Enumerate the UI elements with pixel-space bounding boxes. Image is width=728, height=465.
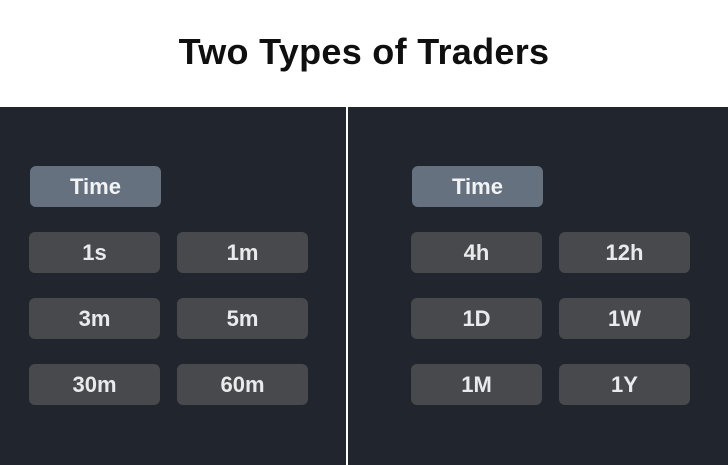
left-interval-button-60m[interactable]: 60m bbox=[177, 364, 308, 405]
left-panel bbox=[0, 107, 346, 465]
left-interval-button-3m[interactable]: 3m bbox=[29, 298, 160, 339]
right-interval-button-1w[interactable]: 1W bbox=[559, 298, 690, 339]
left-time-button[interactable]: Time bbox=[30, 166, 161, 207]
page-title: Two Types of Traders bbox=[178, 31, 550, 72]
right-interval-button-1y[interactable]: 1Y bbox=[559, 364, 690, 405]
left-interval-button-1s[interactable]: 1s bbox=[29, 232, 160, 273]
left-interval-button-30m[interactable]: 30m bbox=[29, 364, 160, 405]
left-interval-button-1m[interactable]: 1m bbox=[177, 232, 308, 273]
left-interval-button-5m[interactable]: 5m bbox=[177, 298, 308, 339]
header: Two Types of Traders bbox=[0, 0, 728, 107]
right-interval-button-1mo[interactable]: 1M bbox=[411, 364, 542, 405]
right-time-button[interactable]: Time bbox=[412, 166, 543, 207]
right-panel bbox=[348, 107, 728, 465]
right-interval-button-1d[interactable]: 1D bbox=[411, 298, 542, 339]
right-interval-button-12h[interactable]: 12h bbox=[559, 232, 690, 273]
right-interval-button-4h[interactable]: 4h bbox=[411, 232, 542, 273]
panel-divider bbox=[346, 107, 348, 465]
